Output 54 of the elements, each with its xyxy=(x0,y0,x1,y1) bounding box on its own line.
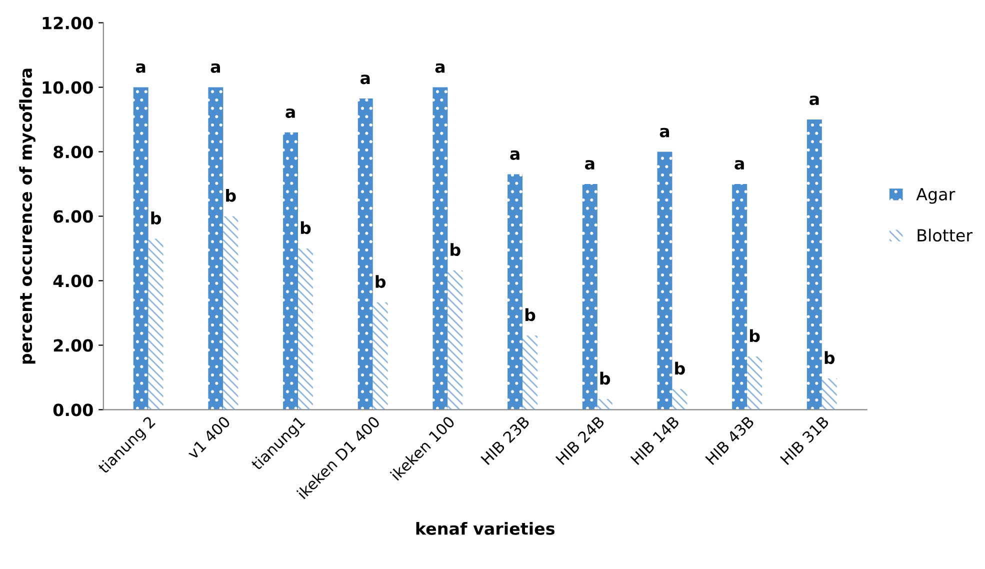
bar xyxy=(148,238,164,410)
bar xyxy=(806,119,822,410)
bar xyxy=(372,302,388,410)
x-tick-label: HIB 43B xyxy=(704,416,755,466)
annotation: b xyxy=(300,221,311,234)
y-tick-label: 10.00 xyxy=(42,81,93,94)
bar xyxy=(747,356,762,410)
bar xyxy=(223,216,238,410)
legend-label: Agar xyxy=(916,188,956,204)
annotation: a xyxy=(286,108,295,118)
x-tick-label: HIB 14B xyxy=(630,416,680,466)
x-axis-title: kenaf varieties xyxy=(416,522,555,535)
annotation: b xyxy=(750,329,760,342)
bar xyxy=(358,98,373,410)
y-tick-label: 8.00 xyxy=(54,146,93,158)
bar xyxy=(672,389,688,410)
y-tick-label: 0.00 xyxy=(53,404,93,416)
annotation: b xyxy=(600,372,610,385)
annotation: a xyxy=(510,150,520,160)
y-axis-title: percent occurence of mycoflora xyxy=(19,68,36,364)
annotation: b xyxy=(376,275,386,288)
annotation: b xyxy=(675,362,685,375)
annotation: a xyxy=(660,128,670,138)
annotation: b xyxy=(226,188,236,202)
annotation: b xyxy=(525,308,536,322)
annotation: b xyxy=(151,212,162,224)
y-tick-label: 4.00 xyxy=(53,274,93,288)
bar xyxy=(657,152,672,410)
bar xyxy=(432,87,448,410)
y-tick-label: 6.00 xyxy=(54,210,93,223)
bar xyxy=(298,248,313,410)
bar xyxy=(508,174,523,410)
annotation: a xyxy=(584,160,594,170)
bar xyxy=(448,270,463,410)
annotation: a xyxy=(210,63,220,73)
annotation: a xyxy=(810,96,819,106)
annotation: a xyxy=(360,74,370,84)
bar xyxy=(582,184,598,410)
annotation: b xyxy=(824,351,835,364)
bar xyxy=(732,184,748,410)
bar xyxy=(283,132,298,410)
bar xyxy=(822,378,837,410)
annotation: b xyxy=(450,243,460,256)
bar xyxy=(133,87,148,410)
legend-label: Blotter xyxy=(918,228,973,242)
y-tick-label: 12.00 xyxy=(42,16,93,30)
annotation: a xyxy=(435,63,445,73)
bar xyxy=(597,399,612,410)
annotation: a xyxy=(734,160,744,170)
bar xyxy=(522,336,538,410)
x-tick-label: v1 400 xyxy=(186,415,231,460)
y-tick-label: 2.00 xyxy=(54,339,93,352)
annotation: a xyxy=(136,63,146,73)
bar xyxy=(208,87,224,410)
